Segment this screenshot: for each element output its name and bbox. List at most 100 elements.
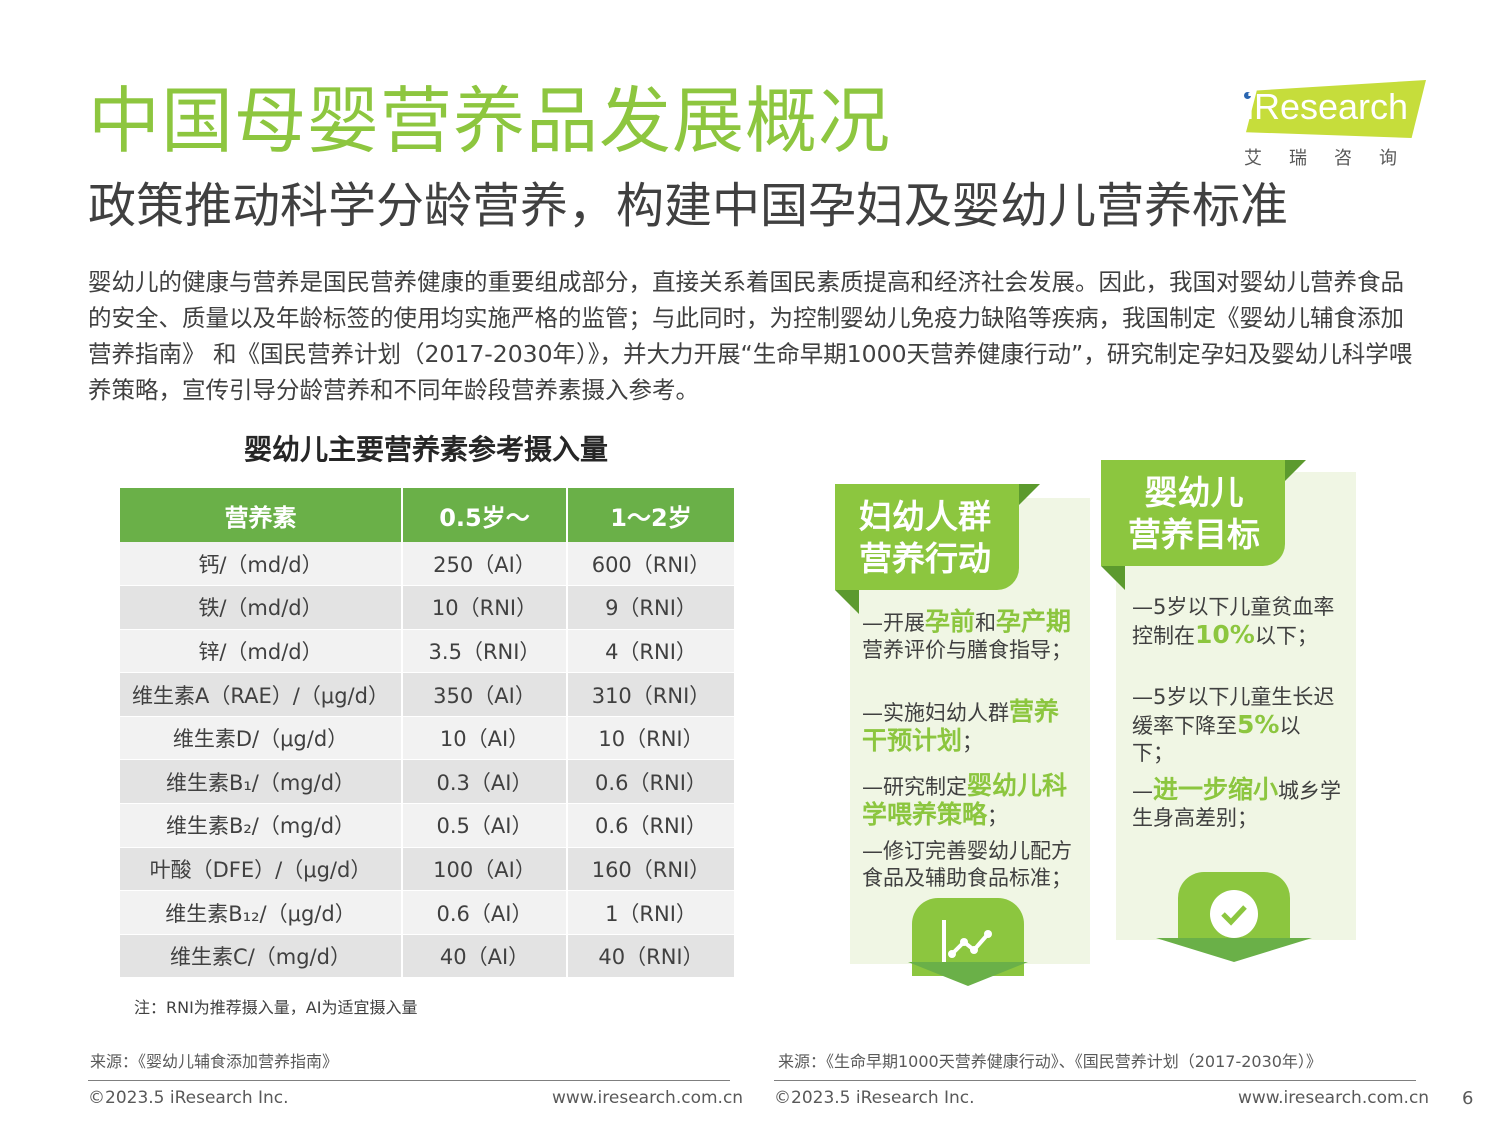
infant-goal-title: 婴幼儿 营养目标 [1101, 460, 1285, 566]
table-cell: 维生素B₁₂/（μg/d） [120, 890, 403, 935]
item-text: —实施妇幼人群 [862, 701, 1009, 725]
iresearch-logo: iResearch 艾瑞咨询 [1238, 78, 1428, 170]
highlight-narrow-gap: 进一步缩小 [1153, 775, 1279, 804]
maternal-item-2: —实施妇幼人群营养干预计划； [862, 698, 1072, 756]
table-cell: 350（AI） [402, 672, 568, 717]
header-age-1-2: 1～2岁 [567, 488, 734, 542]
table-cell: 250（AI） [402, 542, 568, 587]
table-cell: 100（AI） [402, 847, 568, 892]
table-row: 钙/（md/d） 250（AI） 600（RNI） [120, 542, 734, 587]
item-text: —研究制定 [862, 775, 967, 799]
item-text: 城乡学生身高差别； [1132, 779, 1342, 830]
panel-fold-top [1284, 460, 1306, 482]
table-row: 维生素B₁₂/（μg/d） 0.6（AI） 1（RNI） [120, 890, 734, 935]
table-cell: 3.5（RNI） [402, 629, 568, 674]
logo-dot [1244, 92, 1251, 99]
highlight-perinatal: 孕产期 [996, 607, 1072, 636]
item-text: — [1132, 779, 1153, 803]
page-subtitle: 政策推动科学分龄营养，构建中国孕妇及婴幼儿营养标准 [88, 178, 1289, 234]
table-cell: 钙/（md/d） [120, 542, 403, 587]
table-cell: 维生素A（RAE）/（μg/d） [120, 672, 403, 717]
copyright-left: ©2023.5 iResearch Inc. [88, 1088, 289, 1108]
table-row: 维生素D/（μg/d） 10（AI） 10（RNI） [120, 716, 734, 761]
header-nutrient: 营养素 [120, 488, 403, 542]
table-row: 维生素C/（mg/d） 40（AI） 40（RNI） [120, 934, 734, 979]
website-link-left[interactable]: www.iresearch.com.cn [552, 1088, 744, 1108]
table-row: 锌/（md/d） 3.5（RNI） 4（RNI） [120, 629, 734, 674]
table-cell: 10（RNI） [402, 585, 568, 630]
highlight-feeding-strategy: 婴幼儿科学喂养策略 [862, 771, 1068, 829]
highlight-prepregnancy: 孕前 [925, 607, 976, 636]
logo-band [1246, 80, 1426, 138]
table-cell: 0.6（RNI） [567, 803, 734, 848]
table-row: 维生素B₂/（mg/d） 0.5（AI） 0.6（RNI） [120, 803, 734, 848]
table-cell: 维生素C/（mg/d） [120, 934, 403, 979]
table-note: 注：RNI为推荐摄入量，AI为适宜摄入量 [134, 998, 418, 1017]
item-text: 以下； [1254, 624, 1318, 648]
highlight-intervention: 营养干预计划 [862, 697, 1060, 755]
infant-title-line2: 营养目标 [1128, 515, 1260, 554]
table-cell: 160（RNI） [567, 847, 734, 892]
source-left: 来源：《婴幼儿辅食添加营养指南》 [90, 1052, 339, 1071]
maternal-item-1: —开展孕前和孕产期营养评价与膳食指导； [862, 608, 1072, 664]
table-cell: 310（RNI） [567, 672, 734, 717]
table-cell: 0.6（AI） [402, 890, 568, 935]
website-link-right[interactable]: www.iresearch.com.cn [1238, 1088, 1430, 1108]
table-cell: 40（RNI） [567, 934, 734, 979]
table-title: 婴幼儿主要营养素参考摄入量 [243, 433, 608, 466]
logo-text: iResearch [1246, 86, 1409, 127]
table-cell: 10（AI） [402, 716, 568, 761]
logo-chinese-name: 艾瑞咨询 [1244, 148, 1424, 169]
maternal-title-line2: 营养行动 [859, 539, 991, 578]
item-text: ； [962, 730, 984, 754]
page-title: 中国母婴营养品发展概况 [88, 79, 892, 163]
table-cell: 600（RNI） [567, 542, 734, 587]
table-row: 维生素A（RAE）/（μg/d） 350（AI） 310（RNI） [120, 672, 734, 717]
table-cell: 叶酸（DFE）/（μg/d） [120, 847, 403, 892]
table-cell: 1（RNI） [567, 890, 734, 935]
table-cell: 铁/（md/d） [120, 585, 403, 630]
table-cell: 0.6（RNI） [567, 759, 734, 805]
item-text: —5岁以下儿童生长迟缓率下降至 [1132, 685, 1335, 738]
chart-icon-base [908, 962, 1028, 986]
table-cell: 维生素B₂/（mg/d） [120, 803, 403, 848]
infant-goal-item-2: —5岁以下儿童生长迟缓率下降至5%以下； [1132, 684, 1342, 767]
table-header-row: 营养素 0.5岁～ 1～2岁 [120, 488, 734, 542]
item-text: —开展 [862, 611, 925, 635]
nutrient-table: 营养素 0.5岁～ 1～2岁 钙/（md/d） 250（AI） 600（RNI）… [120, 488, 734, 979]
footer-divider-left [88, 1080, 730, 1081]
item-text: —5岁以下儿童贫血率控制在 [1132, 595, 1335, 648]
maternal-item-4: —修订完善婴幼儿配方食品及辅助食品标准； [862, 839, 1072, 890]
highlight-anemia-rate: 10% [1195, 620, 1255, 649]
table-cell: 维生素D/（μg/d） [120, 716, 403, 761]
table-cell: 10（RNI） [567, 716, 734, 761]
intro-paragraph: 婴幼儿的健康与营养是国民营养健康的重要组成部分，直接关系着国民素质提高和经济社会… [88, 268, 1413, 404]
table-row: 维生素B₁/（mg/d） 0.3（AI） 0.6（RNI） [120, 759, 734, 805]
table-row: 铁/（md/d） 10（RNI） 9（RNI） [120, 585, 734, 630]
highlight-stunting-rate: 5% [1237, 710, 1280, 739]
table-cell: 40（AI） [402, 934, 568, 979]
source-right: 来源：《生命早期1000天营养健康行动》、《国民营养计划（2017-2030年）… [778, 1052, 1322, 1071]
table-cell: 4（RNI） [567, 629, 734, 674]
table-cell: 锌/（md/d） [120, 629, 403, 674]
panel-fold-left [835, 590, 859, 614]
table-cell: 0.3（AI） [402, 759, 568, 805]
footer-divider-right [774, 1080, 1416, 1081]
panel-fold-top [1018, 484, 1040, 506]
item-text: 营养评价与膳食指导； [862, 638, 1072, 662]
check-icon-box [1178, 872, 1290, 940]
table-cell: 0.5（AI） [402, 803, 568, 848]
infant-goal-item-1: —5岁以下儿童贫血率控制在10%以下； [1132, 594, 1342, 650]
item-text: 和 [975, 611, 997, 635]
page-number: 6 [1462, 1088, 1474, 1109]
panel-fold-left [1101, 566, 1125, 590]
infant-title-line1: 婴幼儿 [1144, 473, 1244, 512]
maternal-action-title: 妇幼人群 营养行动 [835, 484, 1019, 590]
item-text: 以下； [1132, 714, 1301, 765]
maternal-item-3: —研究制定婴幼儿科学喂养策略； [862, 772, 1072, 830]
infant-goal-item-3: —进一步缩小城乡学生身高差别； [1132, 776, 1342, 832]
maternal-title-line1: 妇幼人群 [859, 497, 991, 536]
table-cell: 9（RNI） [567, 585, 734, 630]
copyright-right: ©2023.5 iResearch Inc. [774, 1088, 975, 1108]
check-circle-icon [1210, 890, 1258, 938]
